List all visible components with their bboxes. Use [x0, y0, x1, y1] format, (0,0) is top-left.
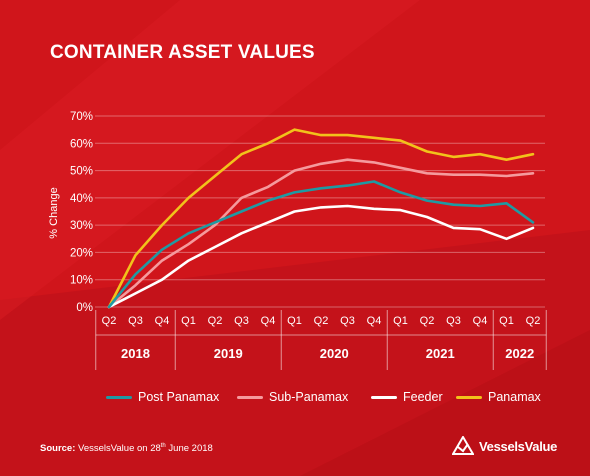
- x-tick-label: Q2: [420, 315, 435, 327]
- x-tick-label: Q2: [314, 315, 329, 327]
- y-tick-label: 30%: [70, 220, 93, 232]
- y-tick-label: 20%: [70, 247, 93, 259]
- source-label: Source:: [40, 443, 76, 455]
- x-tick-label: Q1: [287, 315, 302, 327]
- legend-item-panamax: Panamax: [456, 390, 541, 404]
- y-tick-label: 70%: [70, 111, 93, 123]
- legend-swatch-sub-panamax: [237, 395, 263, 399]
- series-line-sub-panamax: [107, 158, 535, 309]
- y-tick-label: 60%: [70, 138, 93, 150]
- source-text-after: June 2018: [165, 443, 213, 455]
- vesselsvalue-logo-icon: [452, 436, 474, 455]
- x-tick-label: Q1: [181, 315, 196, 327]
- x-tick-label: Q4: [261, 315, 276, 327]
- logo-text: VesselsValue: [479, 438, 558, 454]
- source-text: VesselsValue on 28: [78, 443, 161, 455]
- x-tick-label: Q4: [367, 315, 382, 327]
- legend-label-feeder: Feeder: [403, 390, 443, 404]
- year-label: 2022: [505, 346, 534, 361]
- x-tick-label: Q2: [208, 315, 223, 327]
- legend-swatch-feeder: [371, 395, 397, 399]
- source-note: Source: VesselsValue on 28th June 2018: [40, 443, 213, 454]
- y-tick-labels: 0% 10% 20% 30% 40% 50% 60% 70%: [70, 111, 93, 314]
- year-label: 2018: [121, 346, 150, 361]
- x-tick-label: Q3: [340, 315, 355, 327]
- y-tick-label: 0%: [76, 302, 93, 314]
- legend-item-feeder: Feeder: [371, 390, 443, 404]
- x-tick-label: Q3: [128, 315, 143, 327]
- x-tick-label: Q1: [393, 315, 408, 327]
- x-tick-label: Q2: [526, 315, 541, 327]
- legend-label-post-panamax: Post Panamax: [138, 390, 220, 404]
- legend-item-post-panamax: Post Panamax: [106, 390, 219, 404]
- legend: Post Panamax Sub-Panamax Feeder Panamax: [0, 390, 590, 410]
- series-line-feeder: [107, 204, 535, 309]
- year-label: 2020: [320, 346, 349, 361]
- legend-item-sub-panamax: Sub-Panamax: [237, 390, 348, 404]
- x-tick-label: Q1: [499, 315, 514, 327]
- x-axis: Q2 Q3 Q4 Q1 Q2 Q3 Q4 Q1 Q2 Q3 Q4 Q1 Q2 Q3 Q4 Q1 Q2 2018 20…: [95, 310, 547, 370]
- x-tick-label: Q4: [473, 315, 488, 327]
- x-tick-label: Q4: [155, 315, 170, 327]
- year-label: 2019: [214, 346, 243, 361]
- vesselsvalue-logo: VesselsValue: [452, 436, 557, 456]
- chart-title: CONTAINER ASSET VALUES: [50, 42, 315, 63]
- gridlines: [95, 115, 545, 308]
- y-tick-label: 40%: [70, 193, 93, 205]
- legend-swatch-panamax: [456, 395, 482, 399]
- y-tick-label: 10%: [70, 275, 93, 287]
- legend-swatch-post-panamax: [106, 395, 132, 399]
- series-line-post-panamax: [107, 180, 535, 309]
- y-axis-label: % Change: [48, 187, 60, 238]
- legend-label-sub-panamax: Sub-Panamax: [269, 390, 349, 404]
- source-superscript: th: [160, 443, 166, 449]
- legend-label-panamax: Panamax: [488, 390, 541, 404]
- series-lines: [107, 128, 535, 309]
- x-tick-label: Q3: [446, 315, 461, 327]
- x-tick-label: Q3: [234, 315, 249, 327]
- year-label: 2021: [426, 346, 455, 361]
- series-line-panamax: [107, 128, 535, 309]
- y-tick-label: 50%: [70, 166, 93, 178]
- x-tick-label: Q2: [102, 315, 117, 327]
